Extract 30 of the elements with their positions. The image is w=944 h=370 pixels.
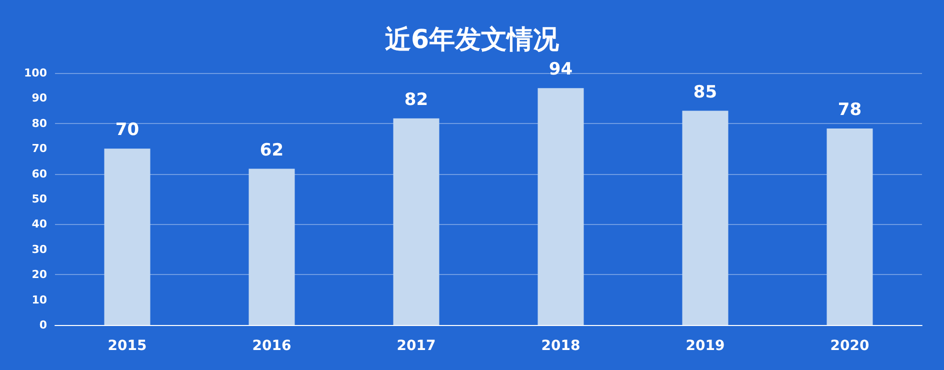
data-label: 62 [260, 140, 284, 160]
y-tick-label: 90 [32, 92, 48, 105]
y-tick-label: 20 [32, 268, 48, 282]
y-tick-label: 30 [32, 242, 48, 256]
bar [682, 110, 728, 325]
y-tick-label: 10 [32, 293, 48, 306]
x-tick-label: 2019 [686, 338, 725, 354]
data-label: 94 [548, 60, 573, 80]
y-tick-label: 60 [32, 167, 48, 180]
bar [538, 88, 584, 325]
x-tick-label: 2017 [396, 338, 436, 354]
bar [248, 168, 295, 325]
bar [826, 128, 873, 325]
bar [393, 118, 440, 325]
bar [104, 148, 150, 325]
x-tick-label: 2016 [252, 338, 292, 354]
x-tick-label: 2015 [108, 338, 147, 354]
y-tick-label: 40 [32, 218, 48, 231]
y-tick-label: 100 [24, 66, 48, 80]
data-label: 85 [693, 82, 718, 102]
y-tick-label: 50 [32, 192, 48, 206]
x-tick-label: 2020 [830, 338, 870, 354]
x-tick-label: 2018 [541, 338, 580, 354]
y-tick-label: 80 [32, 116, 48, 130]
data-label: 78 [838, 100, 862, 120]
y-tick-label: 70 [32, 142, 48, 156]
y-tick-label: 0 [39, 318, 48, 332]
data-label: 70 [115, 120, 140, 140]
data-label: 82 [404, 90, 428, 110]
chart-title: 近6年发文情况 [384, 25, 560, 55]
